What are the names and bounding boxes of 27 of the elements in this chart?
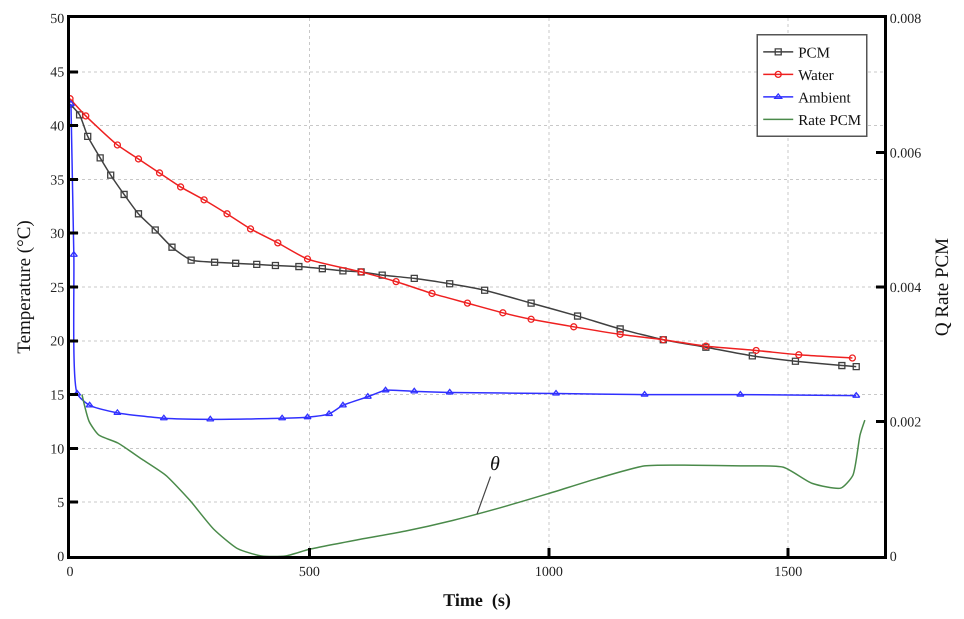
y-tick-label: 50 [50,12,64,27]
y2-tick-label: 0.002 [890,415,922,430]
y2-tick-label: 0.006 [890,146,922,162]
y2-axis-title: Q Rate PCM [932,238,954,336]
x-tick-label: 500 [298,564,320,580]
legend-label: PCM [798,46,830,62]
y-tick-label: 5 [57,496,64,512]
legend-label: Rate PCM [798,113,862,130]
x-tick-label: 1500 [774,564,802,580]
y-tick-label: 0 [57,550,64,565]
y-tick-label: 30 [50,227,64,242]
y2-tick-label: 0.008 [890,12,922,27]
y-tick-label: 45 [50,66,64,81]
y-tick-label: 25 [50,280,64,296]
y2-tick-label: 0.004 [890,280,922,296]
legend-label: Water [798,68,834,84]
y-tick-label: 15 [50,388,64,404]
y2-tick-label: 0 [890,550,897,565]
y-tick-label: 10 [50,442,64,458]
legend-label: Ambient [798,90,852,107]
y-tick-label: 40 [50,120,64,134]
annotation: θ [490,453,500,475]
x-tick-label: 1000 [534,564,563,580]
y-tick-label: 35 [50,173,64,188]
y-tick-label: 20 [50,334,64,350]
y-axis-title: Temperature (°C) [14,220,36,354]
x-axis-title: Time (s) [443,590,511,610]
